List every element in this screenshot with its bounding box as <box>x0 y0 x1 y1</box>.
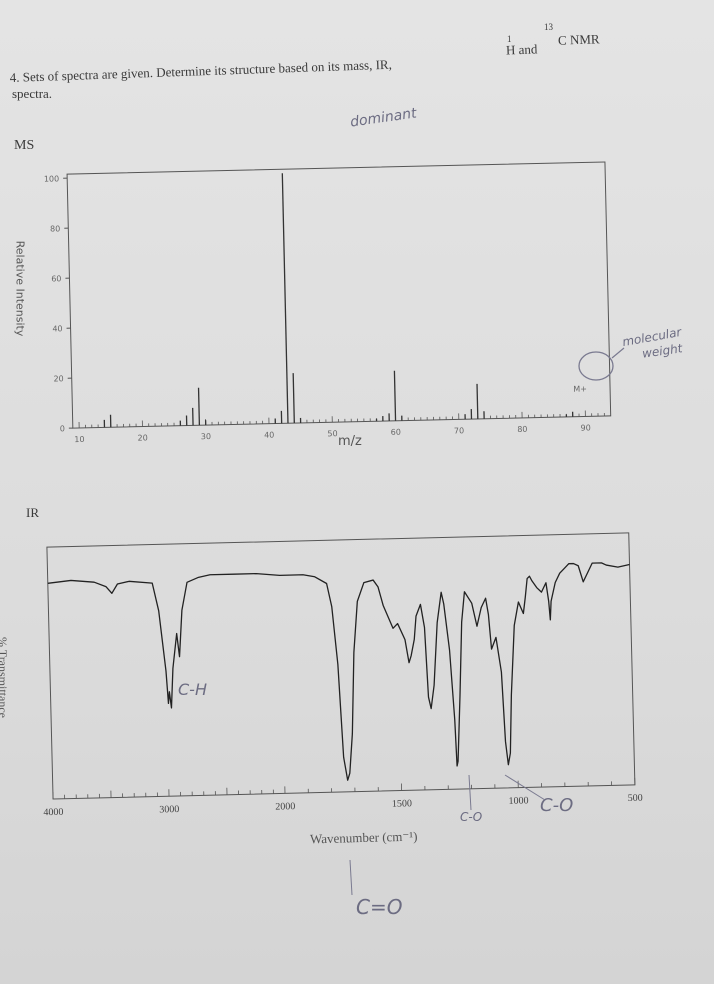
ms-peak <box>393 370 397 421</box>
ms-plot-frame <box>66 161 612 429</box>
ms-xtick-label: 60 <box>391 428 401 437</box>
ms-section-label: MS <box>14 138 35 153</box>
ms-peak <box>476 383 479 419</box>
handwritten-arrow <box>611 347 625 359</box>
question-line-2: spectra. <box>12 86 53 101</box>
ms-xlabel: m/z <box>338 434 362 449</box>
ir-xtick-label: 1500 <box>392 798 412 809</box>
ms-peak <box>197 387 201 426</box>
ir-xtick-label: 2000 <box>275 801 295 812</box>
handwritten-pointer-c-o-1 <box>468 774 472 811</box>
ir-section-label: IR <box>26 505 39 520</box>
ms-plot-group: 0 20 40 60 80 100 10 20 30 40 50 60 70 80 90 M+ <box>44 161 612 444</box>
ir-xtick-label: 3000 <box>159 804 179 815</box>
handwritten-pointer-c-o-2 <box>504 774 546 801</box>
handwritten-c-eq-o: C=O <box>356 895 403 919</box>
ms-ytick-label: 40 <box>52 324 62 333</box>
ms-xtick-label: 90 <box>580 423 590 432</box>
ir-plot-group: 4000 3000 2000 1500 1000 500 <box>43 532 643 818</box>
c-mass-number: 13 <box>544 22 553 32</box>
ms-peak <box>292 373 295 424</box>
ms-molecular-ion-label: M+ <box>573 384 587 393</box>
handwritten-c-o-1: C-O <box>460 810 483 824</box>
ir-xtick-label: 500 <box>628 793 643 804</box>
handwritten-c-o-2: C-O <box>540 795 574 816</box>
ir-xtick-label: 4000 <box>43 807 63 818</box>
ms-xtick-label: 70 <box>454 426 464 435</box>
ir-plot-frame <box>46 532 636 800</box>
ir-xtick-label: 1000 <box>508 795 528 806</box>
ms-ytick-label: 20 <box>53 374 63 383</box>
ms-ytick-label: 0 <box>60 424 65 433</box>
ms-xtick-label: 80 <box>517 425 527 434</box>
ms-ytick-label: 60 <box>51 274 61 283</box>
ms-xtick-label: 20 <box>138 433 148 442</box>
ms-ytick-label: 100 <box>44 174 59 183</box>
ms-xtick-label: 30 <box>201 432 211 441</box>
ms-ytick-label: 80 <box>50 224 60 233</box>
ms-xtick-label: 10 <box>74 435 84 444</box>
h-mass-number: 1 <box>507 34 512 44</box>
handwritten-pointer-c-eq-o <box>349 859 353 896</box>
ms-peak <box>281 173 289 424</box>
ir-spectrum-line <box>47 562 630 781</box>
ms-xtick-label: 40 <box>264 431 274 440</box>
handwritten-circle <box>578 351 614 381</box>
handwritten-c-h: C-H <box>178 680 207 699</box>
ms-xtick-label: 50 <box>327 429 337 438</box>
